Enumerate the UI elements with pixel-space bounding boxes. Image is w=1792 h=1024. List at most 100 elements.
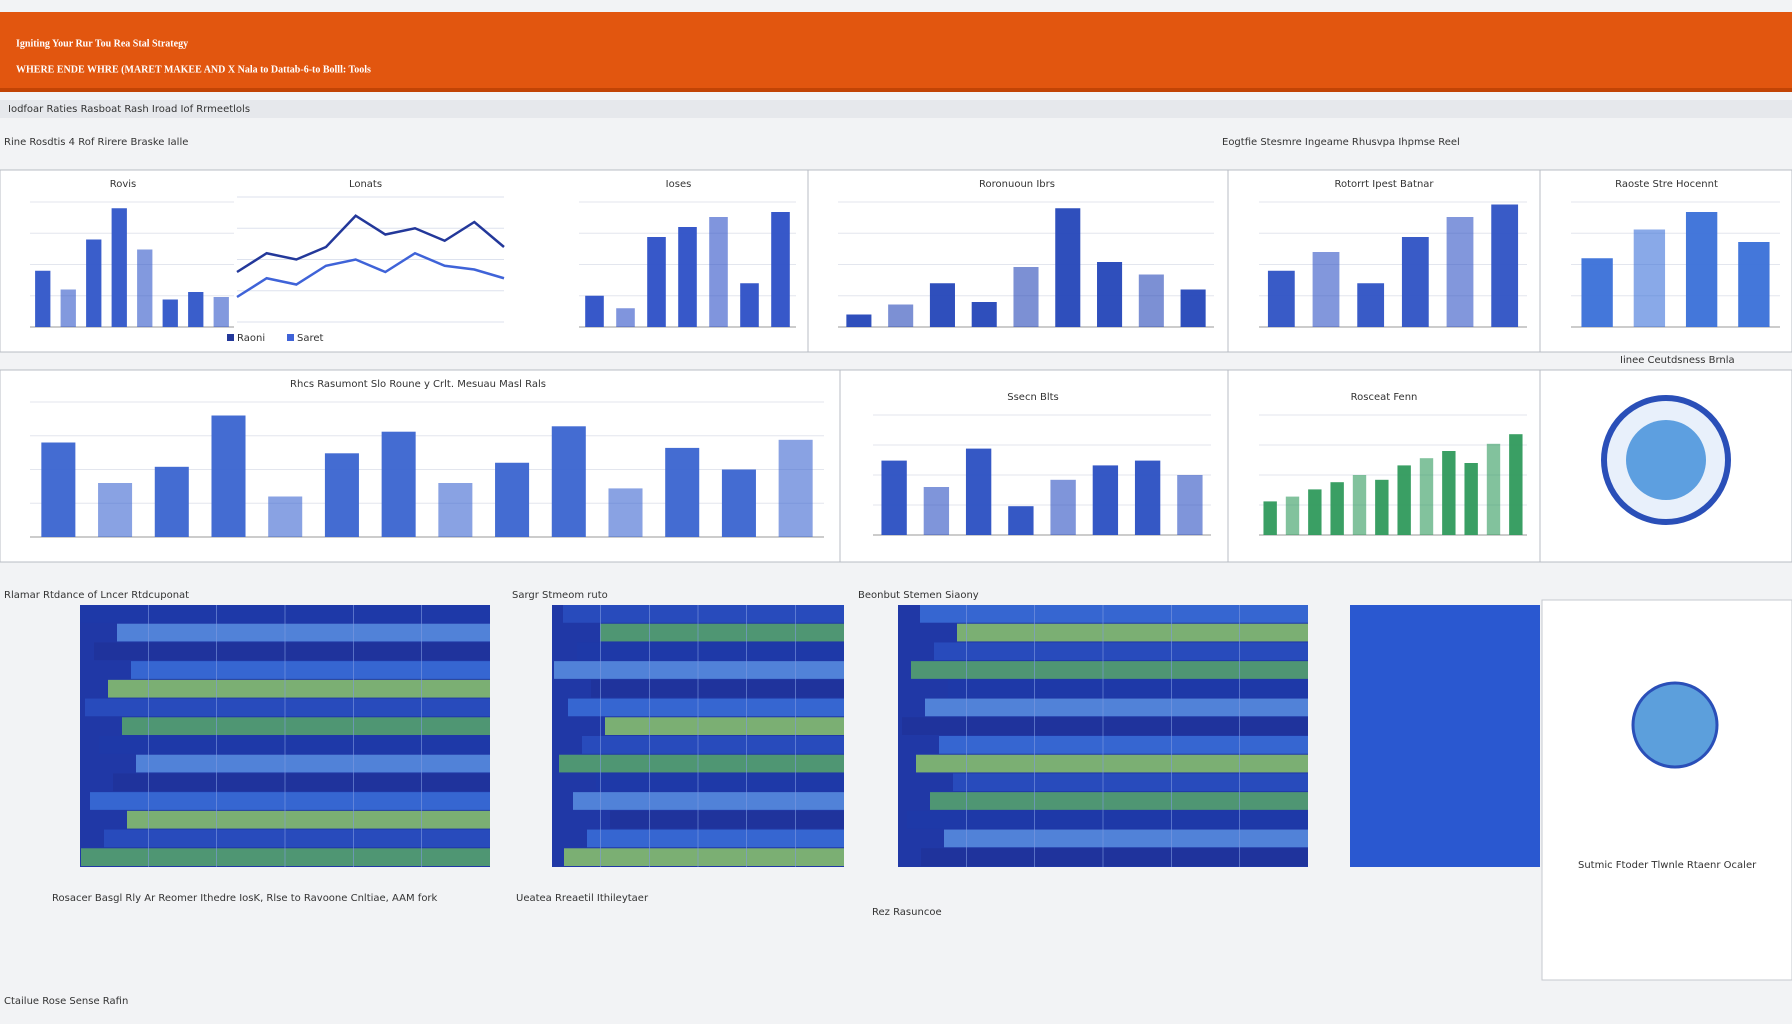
heatmap-band (934, 642, 1308, 661)
toolbar (0, 100, 1792, 118)
bar (1419, 458, 1434, 535)
legend-swatch (287, 334, 294, 341)
bar (137, 249, 153, 327)
header-title: Igniting Your Rur Tou Rea Stal Strategy (16, 38, 188, 49)
bar (1685, 212, 1718, 327)
bar (678, 227, 697, 327)
heatmap-band (953, 773, 1308, 792)
bottom-note: Rez Rasuncoe (872, 907, 942, 918)
heatmap-band (610, 810, 844, 829)
bar (1446, 217, 1474, 327)
heatmap-band (99, 736, 490, 754)
heatmap-band (930, 792, 1308, 810)
bar (1581, 258, 1613, 327)
heatmap-band (563, 605, 844, 623)
right-panel-note: Sutmic Ftoder Tlwnle Rtaenr Ocaler (1578, 860, 1757, 871)
bar (1097, 262, 1123, 327)
toolbar-text: Iodfoar Raties Rasboat Rash Iroad Iof Rr… (8, 104, 250, 115)
bar (438, 483, 473, 537)
bar (1138, 274, 1164, 327)
bar (1134, 460, 1161, 535)
bar (1092, 465, 1119, 535)
bar (1013, 267, 1039, 327)
bar (778, 439, 813, 537)
bar (1375, 479, 1389, 535)
bar (881, 460, 907, 535)
header-subtitle: WHERE ENDE WHRE (MARET MAKEE AND X Nala … (16, 64, 371, 75)
bar (709, 217, 728, 327)
heatmap-title: Sargr Stmeom ruto (512, 590, 608, 601)
heatmap-band (916, 754, 1308, 773)
globe (1631, 681, 1719, 769)
heatmap-band (600, 623, 844, 642)
bottom-note: Rosacer Basgl Rly Ar Reomer Ithedre IosK… (52, 893, 438, 904)
bar (1464, 463, 1478, 535)
heatmap-band (925, 698, 1308, 717)
bar (721, 469, 756, 537)
panel-title: Raoste Stre Hocennt (1615, 179, 1718, 190)
heatmap-band (117, 623, 490, 642)
heatmap-band (944, 829, 1308, 848)
panel-title: Lonats (349, 179, 382, 190)
header-edge (0, 88, 1792, 92)
bar (971, 302, 997, 327)
heatmap-band (554, 661, 844, 679)
heatmap-band (559, 754, 844, 773)
bar (495, 462, 530, 537)
bar (1738, 242, 1770, 327)
bar (1397, 465, 1411, 535)
heatmap-band (948, 679, 1308, 698)
heatmap-band (113, 773, 490, 792)
heatmap-band (911, 661, 1308, 679)
header-bar (0, 12, 1792, 92)
bar (1442, 451, 1456, 535)
bar (213, 297, 229, 327)
bottom-note: Ueatea Rreaetil Ithileytaer (516, 893, 649, 904)
bar (35, 270, 51, 327)
footer-text[interactable]: Ctailue Rose Sense Rafin (4, 996, 128, 1007)
bar (616, 308, 635, 327)
heatmap-band (104, 829, 490, 848)
heatmap-band (582, 736, 844, 754)
heatmap-band (902, 717, 1308, 735)
line-series (236, 251, 505, 299)
bar (1050, 479, 1076, 535)
heatmap-band (920, 605, 1308, 623)
bar (1491, 204, 1519, 327)
line-series (236, 214, 505, 274)
panel-title: Rovis (110, 179, 137, 190)
heatmap-band (127, 810, 490, 829)
bar (1633, 229, 1666, 327)
bar (111, 208, 127, 327)
heatmap-band (605, 717, 844, 735)
bar (98, 483, 133, 537)
heatmap-band (939, 736, 1308, 754)
heatmap-band (591, 679, 844, 698)
heatmap-band (136, 754, 490, 773)
bar (1486, 443, 1501, 535)
panel-title: Rotorrt Ipest Batnar (1334, 179, 1434, 190)
section-label: Rine Rosdtis 4 Rof Rirere Braske Ialle (4, 137, 188, 148)
bar (647, 237, 666, 327)
heatmap-band (577, 642, 844, 661)
bar (665, 447, 700, 537)
panel-title: Ioses (666, 179, 692, 190)
heatmap-band (573, 792, 844, 810)
heatmap-band (85, 698, 490, 717)
right-panel (1541, 599, 1792, 981)
bar (1330, 482, 1344, 535)
bar (1285, 496, 1300, 535)
panel-title: Roronuoun Ibrs (979, 179, 1055, 190)
bar (1008, 506, 1034, 535)
panel-title: Rosceat Fenn (1351, 392, 1418, 403)
bar (41, 442, 76, 537)
bar (211, 415, 246, 537)
bar (1267, 270, 1295, 327)
bar (154, 466, 189, 537)
heatmap-band (131, 661, 490, 679)
heatmap-band (957, 623, 1308, 642)
heatmap-title: Beonbut Stemen Siaony (858, 590, 979, 601)
bar (1055, 208, 1081, 327)
heatmap-band (564, 848, 844, 866)
